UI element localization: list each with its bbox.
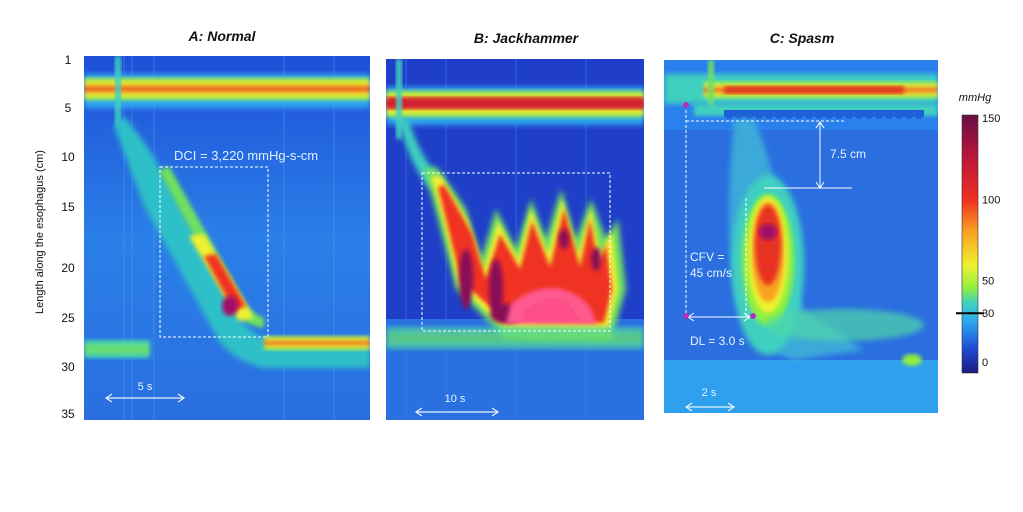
y-tick: 5: [65, 101, 72, 115]
panel-c-cfv-label-line2: 45 cm/s: [690, 266, 732, 280]
panel-a-heatmap: [84, 56, 370, 420]
colorbar: [961, 114, 979, 374]
panel-a-time-arrow: [104, 393, 186, 403]
panel-b-time-arrow: [414, 407, 500, 417]
panel-b-les-segment: [386, 327, 644, 349]
panel-a-les-segment: [84, 340, 150, 358]
panel-c-annotation-lines: [685, 105, 852, 322]
colorbar-tick-label: 30: [982, 308, 994, 320]
panel-b-jackhammer-complex: [424, 167, 626, 341]
colorbar-tick-label: 0: [982, 357, 988, 369]
panel-a-dci-label: DCI = 3,220 mmHg-s-cm: [174, 148, 318, 163]
y-tick: 25: [61, 311, 75, 325]
panel-a-dci-box: [159, 166, 269, 338]
colorbar-tick-label: 150: [982, 113, 1000, 125]
panel-c-cfv-label-line1: CFV =: [690, 250, 724, 264]
panel-c-swallow-spike: [708, 60, 714, 110]
y-tick: 15: [61, 200, 75, 214]
y-axis-label: Length along the esophagus (cm): [34, 150, 46, 314]
panel-c-scalloped-band: [694, 104, 938, 119]
panel-c-ues-band: [664, 74, 938, 104]
panel-b-ues-band: [386, 87, 644, 125]
y-tick: 1: [65, 53, 72, 67]
panel-b-analysis-box: [421, 172, 611, 332]
panel-b-title: B: Jackhammer: [474, 30, 580, 46]
panel-a-ues-band: [84, 74, 370, 108]
panel-b-time-label: 10 s: [445, 393, 466, 405]
colorbar-tick-label: 50: [982, 276, 994, 288]
panel-b-heatmap: [386, 59, 644, 420]
panel-c-time-label: 2 s: [702, 387, 717, 399]
y-tick: 35: [61, 407, 75, 421]
panel-c-spasm-contraction: [732, 175, 804, 355]
colorbar-unit: mmHg: [959, 92, 992, 104]
y-tick: 20: [61, 261, 75, 275]
panel-a-peristaltic-band: [114, 116, 370, 368]
panel-c-distance-label: 7.5 cm: [830, 147, 866, 161]
colorbar-tick-label: 100: [982, 194, 1000, 206]
panel-a-title: A: Normal: [188, 28, 257, 44]
y-axis-ticks: 1 5 10 15 20 25 30 35: [61, 53, 75, 421]
panel-a-time-label: 5 s: [138, 381, 153, 393]
panel-c-markers: [683, 102, 756, 319]
panel-c-heatmap: [664, 60, 938, 413]
y-tick: 30: [61, 360, 75, 374]
panel-a-swallow-spike: [115, 56, 121, 126]
colorbar-ticks: 150 100 50 30 0: [956, 113, 1000, 369]
panel-c-dl-label: DL = 3.0 s: [690, 334, 745, 348]
y-tick: 10: [61, 150, 75, 164]
panel-b-swallow-spike: [396, 59, 402, 139]
panel-c-time-arrow: [684, 402, 736, 412]
panel-c-title: C: Spasm: [770, 30, 835, 46]
